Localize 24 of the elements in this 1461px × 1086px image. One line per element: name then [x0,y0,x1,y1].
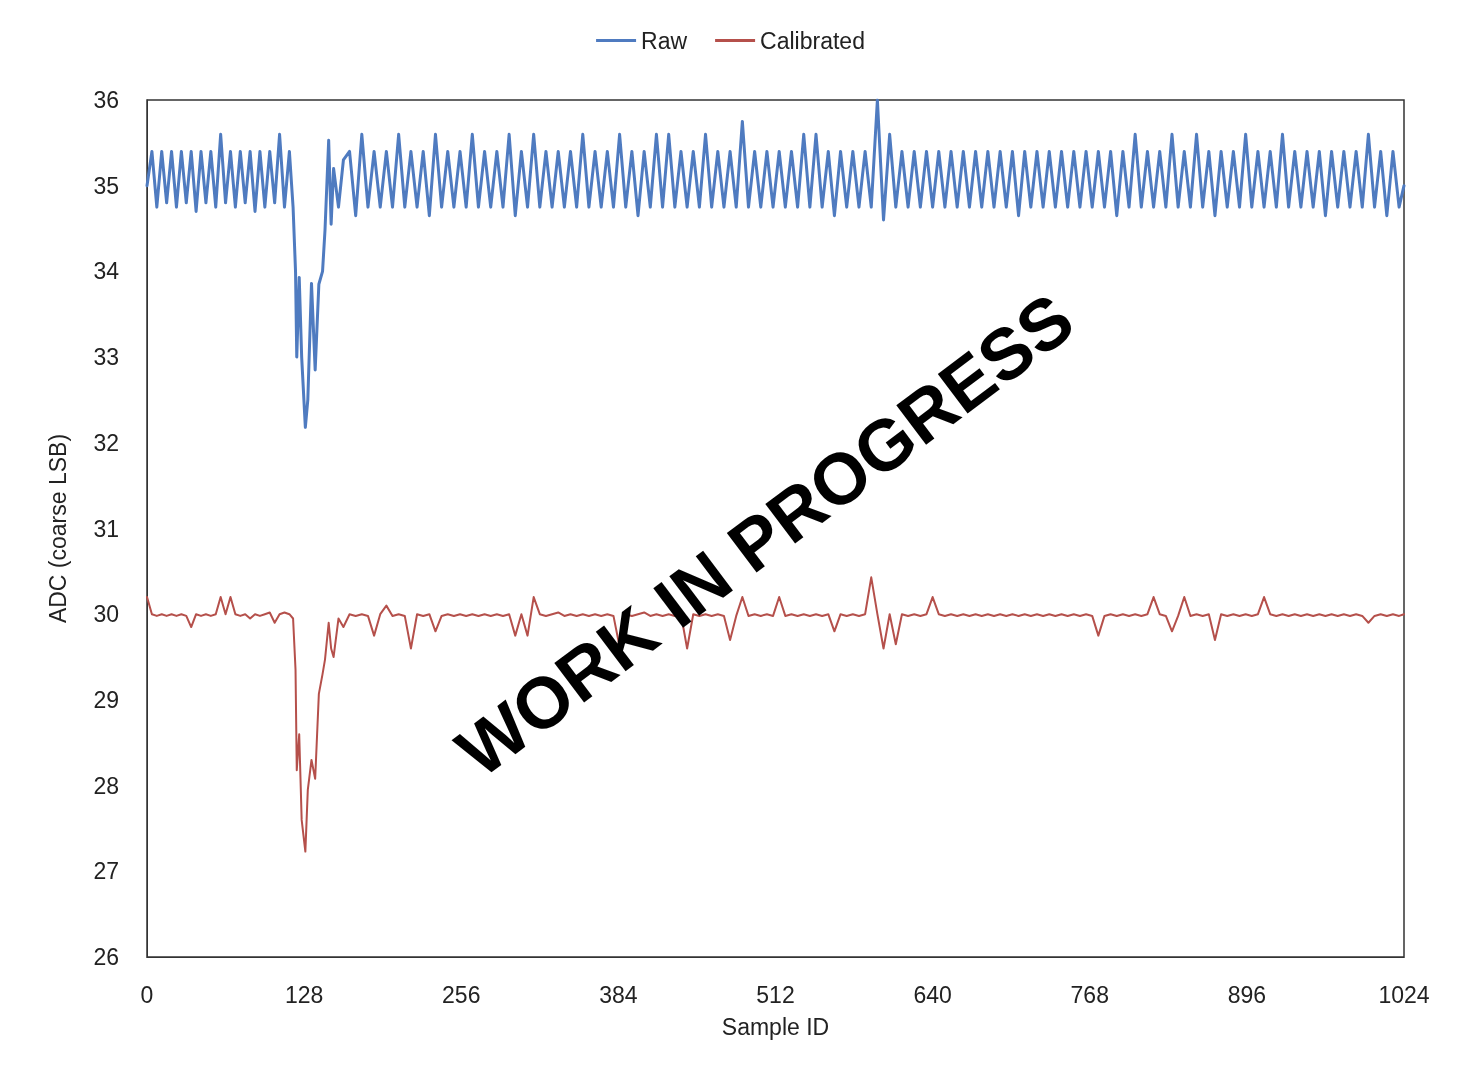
x-tick-label: 384 [599,981,638,1008]
y-tick-label: 26 [93,944,119,970]
y-tick-label: 33 [93,344,119,371]
legend-label: Raw [641,27,688,54]
y-tick-label: 35 [93,172,119,199]
y-tick-label: 29 [93,686,119,713]
y-tick-label: 36 [93,87,119,113]
x-tick-label: 896 [1227,981,1267,1008]
y-tick-label: 28 [93,772,119,799]
x-tick-label: 256 [442,981,481,1008]
x-tick-label: 1024 [1378,981,1430,1008]
y-tick-label: 27 [93,858,119,885]
x-tick-label: 768 [1070,981,1109,1008]
x-axis-title: Sample ID [721,1013,830,1040]
y-tick-label: 30 [93,601,119,628]
y-tick-label: 31 [93,515,119,542]
x-tick-label: 0 [140,981,154,1008]
x-tick-label: 640 [913,981,952,1008]
x-tick-label: 128 [284,981,324,1008]
y-axis-title: ADC (coarse LSB) [44,433,71,624]
legend-label: Calibrated [760,27,865,54]
x-tick-label: 512 [756,981,795,1008]
y-tick-label: 32 [93,429,119,456]
y-tick-label: 34 [93,258,120,285]
